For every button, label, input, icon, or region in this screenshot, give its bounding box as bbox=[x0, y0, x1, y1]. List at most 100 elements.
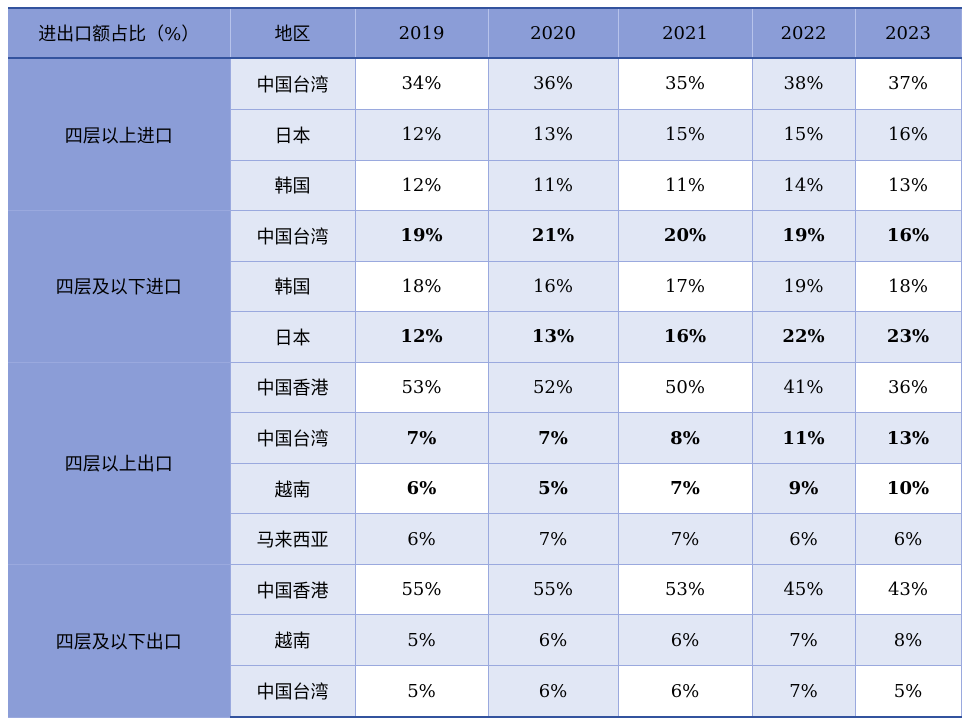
table-title-cell: 进出口额占比（%） bbox=[8, 7, 231, 59]
value-cell: 53% bbox=[617, 563, 753, 616]
value-cell: 21% bbox=[487, 210, 619, 262]
group-label-cell: 四层以上进口 bbox=[8, 57, 231, 212]
value-cell: 13% bbox=[487, 108, 619, 161]
value-cell: 6% bbox=[617, 614, 753, 666]
table-row: 日本 12% 13% 16% 22% 23% bbox=[8, 311, 962, 363]
value-cell: 5% bbox=[854, 665, 962, 718]
group-label-cell: 四层以上出口 bbox=[8, 361, 231, 565]
value-cell: 8% bbox=[854, 614, 962, 666]
year-header-cell: 2019 bbox=[354, 7, 489, 59]
value-cell: 13% bbox=[854, 412, 962, 464]
table-row: 中国台湾 5% 6% 6% 7% 5% bbox=[8, 665, 962, 718]
value-cell: 12% bbox=[354, 311, 489, 363]
region-cell: 韩国 bbox=[230, 159, 356, 212]
value-cell: 9% bbox=[751, 462, 856, 515]
table-row: 四层及以下进口 中国台湾 19% 21% 20% 19% 16% bbox=[8, 210, 962, 363]
region-cell: 中国台湾 bbox=[229, 210, 356, 262]
year-header-cell: 2023 bbox=[854, 7, 962, 59]
value-cell: 7% bbox=[617, 462, 753, 515]
value-cell: 11% bbox=[487, 159, 619, 212]
value-cell: 55% bbox=[354, 563, 489, 616]
value-cell: 7% bbox=[487, 513, 619, 565]
value-cell: 7% bbox=[617, 513, 753, 565]
value-cell: 53% bbox=[354, 361, 489, 414]
value-cell: 5% bbox=[487, 462, 619, 515]
value-cell: 18% bbox=[854, 260, 962, 313]
value-cell: 5% bbox=[354, 614, 489, 666]
value-cell: 19% bbox=[354, 210, 489, 262]
value-cell: 35% bbox=[617, 57, 753, 110]
value-cell: 15% bbox=[751, 108, 856, 161]
import-export-share-table: 进出口额占比（%） 地区 2019 2020 2021 2022 2023 四层以上进口 中国… bbox=[8, 7, 962, 718]
value-cell: 34% bbox=[354, 57, 489, 110]
year-header-cell: 2022 bbox=[751, 7, 856, 59]
value-cell: 6% bbox=[487, 665, 619, 718]
value-cell: 38% bbox=[751, 57, 856, 110]
value-cell: 20% bbox=[617, 210, 753, 262]
value-cell: 19% bbox=[751, 210, 856, 262]
region-cell: 日本 bbox=[230, 311, 356, 363]
value-cell: 45% bbox=[751, 563, 856, 616]
value-cell: 11% bbox=[617, 159, 753, 212]
value-cell: 7% bbox=[751, 614, 856, 666]
table-row: 越南 5% 6% 6% 7% 8% bbox=[8, 614, 962, 666]
table-row: 四层以上出口 中国香港 53% 52% 50% 41% 36% bbox=[8, 361, 962, 565]
group-label-cell: 四层及以下出口 bbox=[8, 563, 231, 718]
value-cell: 6% bbox=[854, 513, 962, 565]
value-cell: 41% bbox=[751, 361, 856, 414]
value-cell: 15% bbox=[617, 108, 753, 161]
region-cell: 中国香港 bbox=[229, 361, 356, 414]
region-header-cell: 地区 bbox=[229, 7, 356, 59]
year-header-cell: 2020 bbox=[487, 7, 619, 59]
table-container: 进出口额占比（%） 地区 2019 2020 2021 2022 2023 四层以上进口 中国… bbox=[8, 7, 962, 718]
value-cell: 6% bbox=[751, 513, 856, 565]
region-cell: 越南 bbox=[230, 614, 356, 666]
value-cell: 6% bbox=[617, 665, 753, 718]
value-cell: 12% bbox=[354, 108, 489, 161]
table-body: 四层以上进口 中国台湾 34% 36% 35% 38% 37% 日本 12% 13% 15% 15% 1… bbox=[8, 57, 962, 718]
table-row: 四层以上进口 中国台湾 34% 36% 35% 38% 37% bbox=[8, 57, 962, 212]
value-cell: 7% bbox=[354, 412, 489, 464]
value-cell: 16% bbox=[487, 260, 619, 313]
value-cell: 14% bbox=[751, 159, 856, 212]
region-cell: 马来西亚 bbox=[230, 513, 356, 565]
region-cell: 韩国 bbox=[230, 260, 356, 313]
table-header: 进出口额占比（%） 地区 2019 2020 2021 2022 2023 bbox=[8, 7, 962, 59]
header-row: 进出口额占比（%） 地区 2019 2020 2021 2022 2023 bbox=[8, 7, 962, 59]
value-cell: 13% bbox=[854, 159, 962, 212]
value-cell: 12% bbox=[354, 159, 489, 212]
value-cell: 18% bbox=[354, 260, 489, 313]
value-cell: 17% bbox=[617, 260, 753, 313]
region-cell: 中国香港 bbox=[229, 563, 356, 616]
value-cell: 6% bbox=[487, 614, 619, 666]
table-row: 中国台湾 7% 7% 8% 11% 13% bbox=[8, 412, 962, 464]
table-row: 韩国 12% 11% 11% 14% 13% bbox=[8, 159, 962, 212]
value-cell: 6% bbox=[354, 513, 489, 565]
value-cell: 37% bbox=[854, 57, 962, 110]
group-label-cell: 四层及以下进口 bbox=[8, 210, 231, 363]
value-cell: 16% bbox=[854, 108, 962, 161]
value-cell: 50% bbox=[617, 361, 753, 414]
region-cell: 日本 bbox=[230, 108, 356, 161]
year-header-cell: 2021 bbox=[617, 7, 753, 59]
value-cell: 6% bbox=[354, 462, 489, 515]
value-cell: 5% bbox=[354, 665, 489, 718]
region-cell: 中国台湾 bbox=[230, 665, 356, 718]
table-row: 四层及以下出口 中国香港 55% 55% 53% 45% 43% bbox=[8, 563, 962, 718]
value-cell: 52% bbox=[487, 361, 619, 414]
value-cell: 10% bbox=[854, 462, 962, 515]
value-cell: 7% bbox=[487, 412, 619, 464]
region-cell: 中国台湾 bbox=[229, 57, 356, 110]
region-cell: 越南 bbox=[230, 462, 356, 515]
value-cell: 8% bbox=[617, 412, 753, 464]
value-cell: 13% bbox=[487, 311, 619, 363]
table-row: 越南 6% 5% 7% 9% 10% bbox=[8, 462, 962, 515]
value-cell: 55% bbox=[487, 563, 619, 616]
value-cell: 11% bbox=[751, 412, 856, 464]
value-cell: 43% bbox=[854, 563, 962, 616]
value-cell: 36% bbox=[854, 361, 962, 414]
value-cell: 16% bbox=[617, 311, 753, 363]
region-cell: 中国台湾 bbox=[230, 412, 356, 464]
value-cell: 7% bbox=[751, 665, 856, 718]
value-cell: 19% bbox=[751, 260, 856, 313]
